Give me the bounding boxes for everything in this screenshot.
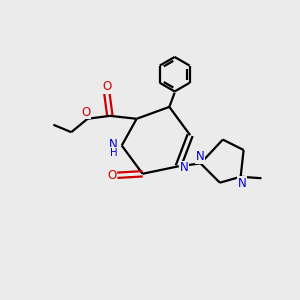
Text: H: H <box>110 148 117 158</box>
Text: N: N <box>180 161 189 174</box>
Text: O: O <box>107 169 117 182</box>
Text: O: O <box>82 106 91 119</box>
Text: N: N <box>109 138 118 152</box>
Text: N: N <box>238 177 247 190</box>
Text: O: O <box>102 80 112 94</box>
Text: N: N <box>196 150 204 163</box>
